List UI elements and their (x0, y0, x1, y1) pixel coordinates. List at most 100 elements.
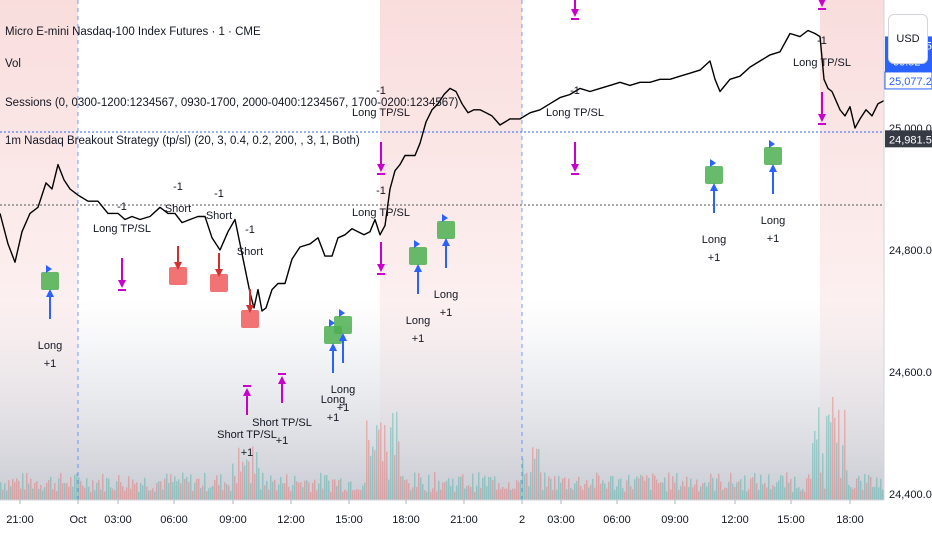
volume-bar (494, 476, 496, 500)
volume-bar (116, 481, 118, 500)
entry-marker (769, 140, 775, 148)
volume-bar (512, 488, 514, 500)
volume-bar (92, 480, 94, 500)
volume-bar (596, 472, 598, 500)
volume-bar (576, 480, 578, 500)
volume-bar (466, 486, 468, 500)
volume-bar (820, 472, 822, 500)
volume-bar (860, 480, 862, 500)
volume-bar (164, 478, 166, 500)
volume-bar (96, 482, 98, 500)
volume-bar (46, 482, 48, 500)
x-tick-label: 18:00 (392, 514, 420, 526)
volume-bar (294, 475, 296, 500)
trade-short: -1 Short (165, 181, 191, 285)
volume-bar (4, 483, 6, 500)
volume-bar (608, 481, 610, 500)
volume-bar (782, 475, 784, 500)
volume-bar (272, 481, 274, 500)
volume-bar (822, 453, 824, 500)
volume-bar (474, 491, 476, 500)
volume-bar (802, 488, 804, 500)
volume-bar (444, 482, 446, 500)
volume-bar (248, 461, 250, 500)
volume-bar (204, 472, 206, 500)
volume-bar (610, 475, 612, 500)
volume-bar (750, 478, 752, 500)
volume-bar (278, 484, 280, 500)
volume-bar (498, 483, 500, 500)
y-tick-label: 24,800.00 (889, 245, 932, 257)
session-dividers (77, 0, 523, 500)
volume-bar (854, 487, 856, 500)
volume-bar (454, 491, 456, 500)
volume-bar (826, 416, 828, 500)
volume-bar (78, 477, 80, 500)
volume-bar (318, 483, 320, 500)
volume-bar (42, 490, 44, 500)
volume-bar (382, 461, 384, 500)
volume-bar (84, 487, 86, 500)
annotation-label: Long (321, 394, 345, 406)
indicator-sessions[interactable]: Sessions (0, 0300-1200:1234567, 0930-170… (5, 97, 459, 109)
annotation-label: Short TP/SL (252, 417, 312, 429)
trade-exit: Short TP/SL +1 (217, 385, 277, 459)
exit-arrowhead (818, 0, 826, 7)
indicator-strategy[interactable]: 1m Nasdaq Breakout Strategy (tp/sl) (20,… (5, 135, 360, 147)
volume-bar (264, 485, 266, 500)
price-label: 25,077.25 (884, 71, 932, 90)
volume-bar (374, 450, 376, 500)
volume-bar (326, 475, 328, 500)
currency-button[interactable]: USD (888, 14, 928, 64)
volume-bar (152, 488, 154, 500)
short-badge (241, 310, 259, 328)
volume-bar (286, 474, 288, 500)
volume-bar (184, 478, 186, 500)
volume-bar (500, 489, 502, 500)
volume-bar (14, 482, 16, 500)
volume-bar (850, 487, 852, 500)
volume-bar (558, 475, 560, 500)
volume-bar (342, 491, 344, 500)
volume-bar (10, 486, 12, 500)
volume-bar (146, 486, 148, 500)
volume-bar (22, 473, 24, 500)
volume-bar (780, 474, 782, 500)
volume-bar (584, 484, 586, 500)
indicator-vol[interactable]: Vol (5, 58, 21, 70)
volume-bar (298, 482, 300, 500)
volume-bar (336, 486, 338, 500)
time-axis: 21:00 Oct 03:00 06:00 09:00 12:00 15:00 18:00 21… (0, 499, 932, 550)
volume-bar (156, 483, 158, 500)
volume-bar (330, 491, 332, 500)
volume-bar (94, 490, 96, 500)
volume-bar (200, 487, 202, 500)
volume-bar (746, 491, 748, 500)
entry-arrowhead (339, 333, 347, 341)
entry-arrowhead (174, 262, 182, 270)
volume-bar (840, 477, 842, 500)
volume-bar (142, 485, 144, 500)
volume-bar (534, 458, 536, 500)
exit-arrowhead (377, 164, 385, 172)
volume-bar (792, 491, 794, 500)
volume-bar (542, 490, 544, 500)
volume-bar (818, 407, 820, 500)
volume-bar (648, 477, 650, 500)
long-badge (437, 221, 455, 239)
volume-bar (812, 443, 814, 500)
volume-bar (38, 488, 40, 500)
volume-bar (396, 411, 398, 500)
volume-bar (68, 486, 70, 500)
x-tick-label: 12:00 (277, 514, 305, 526)
price-label-bg (885, 130, 932, 148)
volume-bar (504, 488, 506, 500)
volume-bar (546, 486, 548, 500)
volume-bar (528, 486, 530, 500)
volume-bar (662, 482, 664, 500)
volume-bar (602, 480, 604, 500)
volume-bar (866, 482, 868, 500)
volume-bar (730, 472, 732, 500)
volume-bar (350, 481, 352, 500)
